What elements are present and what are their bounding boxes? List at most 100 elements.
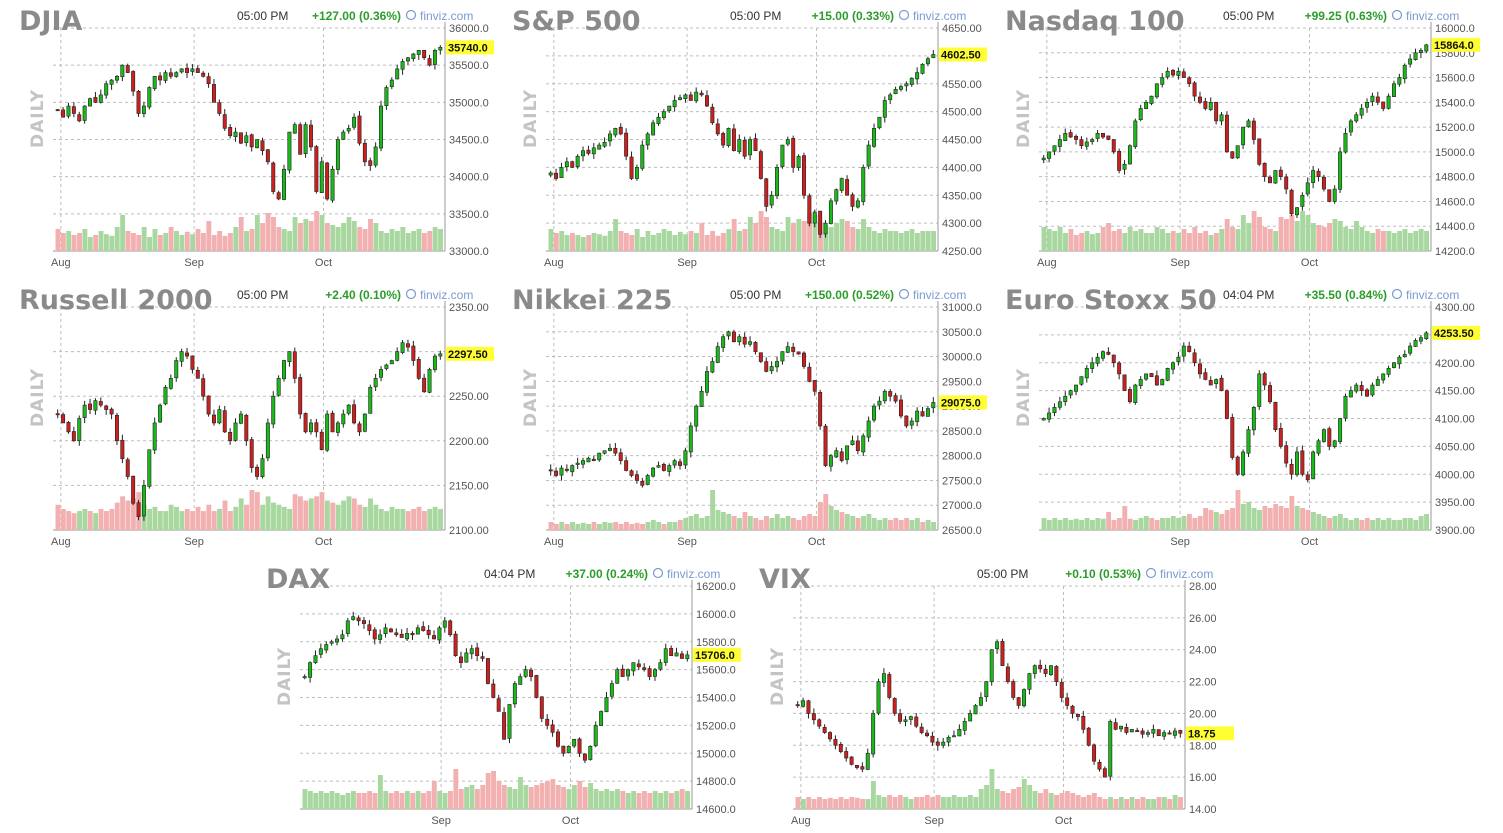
quote-time: 04:04 PM bbox=[1223, 288, 1274, 302]
volume-bar bbox=[930, 797, 936, 809]
volume-bar bbox=[1145, 799, 1151, 809]
volume-bar bbox=[720, 512, 726, 530]
volume-bar bbox=[1337, 514, 1343, 530]
candle-body bbox=[222, 114, 227, 129]
candle-body bbox=[597, 452, 602, 461]
volume-bar bbox=[951, 795, 957, 809]
volume-bar bbox=[1181, 516, 1187, 530]
candle-body bbox=[731, 128, 736, 151]
volume-bar bbox=[1397, 520, 1403, 530]
candle-body bbox=[244, 135, 249, 143]
candle-body bbox=[422, 49, 427, 59]
candle-body bbox=[731, 331, 736, 342]
candle-body bbox=[1365, 389, 1369, 397]
candle-body bbox=[308, 662, 313, 678]
candle-body bbox=[1365, 102, 1369, 108]
volume-bar bbox=[663, 791, 669, 809]
finviz-source-link[interactable]: finviz.com bbox=[405, 9, 474, 23]
candle-body bbox=[946, 737, 951, 743]
y-tick-label: 14600.0 bbox=[696, 804, 736, 816]
last-price-label: 15864.0 bbox=[1434, 40, 1474, 52]
volume-bar bbox=[586, 524, 592, 530]
volume-bar bbox=[1070, 793, 1076, 809]
volume-bar bbox=[314, 496, 320, 530]
x-tick-label: Aug bbox=[51, 257, 71, 269]
candle-body bbox=[1392, 362, 1396, 368]
candle-body bbox=[1284, 176, 1289, 190]
candle-body bbox=[152, 422, 157, 451]
volume-bar bbox=[136, 235, 142, 251]
candle-body bbox=[1343, 395, 1348, 419]
volume-bar bbox=[812, 516, 818, 530]
candle-body bbox=[395, 68, 400, 80]
finviz-source-link[interactable]: finviz.com bbox=[652, 567, 721, 581]
volume-bar bbox=[882, 229, 888, 251]
volume-bar bbox=[491, 771, 496, 809]
candle-body bbox=[688, 94, 693, 101]
volume-bar bbox=[844, 221, 850, 251]
y-tick-label: 4300.00 bbox=[1435, 302, 1475, 314]
chart-svg: 3900.00 3950.00 4000.00 4050.00 4100.00 4150.… bbox=[1005, 285, 1480, 548]
finviz-source-link[interactable]: finviz.com bbox=[1391, 9, 1460, 23]
candle-body bbox=[357, 423, 362, 433]
y-tick-label: 16000.0 bbox=[1435, 23, 1475, 35]
candle-body bbox=[758, 151, 763, 179]
volume-bar bbox=[341, 500, 346, 530]
candle-body bbox=[77, 114, 82, 122]
candle-body bbox=[1070, 705, 1075, 714]
volume-bar bbox=[195, 506, 201, 530]
candle-body bbox=[174, 360, 179, 379]
volume-bar bbox=[634, 522, 640, 530]
candle-body bbox=[255, 139, 260, 149]
finviz-source-link[interactable]: finviz.com bbox=[1391, 288, 1460, 302]
y-tick-label: 16200.0 bbox=[696, 581, 736, 593]
volume-bar bbox=[104, 234, 109, 251]
y-tick-label: 2250.00 bbox=[449, 391, 489, 403]
candle-body bbox=[329, 641, 334, 644]
volume-bar bbox=[850, 516, 856, 530]
candle-body bbox=[341, 413, 346, 425]
candle-body bbox=[282, 360, 286, 380]
candle-body bbox=[1146, 732, 1150, 735]
volume-bar bbox=[421, 793, 426, 809]
volume-bar bbox=[378, 231, 384, 251]
candle-body bbox=[1397, 356, 1402, 365]
volume-bar bbox=[518, 777, 523, 809]
candle-body bbox=[168, 378, 173, 389]
volume-bar bbox=[356, 793, 362, 809]
candle-body bbox=[190, 355, 195, 370]
volume-bar bbox=[523, 785, 529, 809]
volume-bar bbox=[120, 496, 126, 530]
y-tick-label: 36000.0 bbox=[449, 23, 489, 35]
candle-body bbox=[855, 764, 859, 768]
volume-bar bbox=[426, 791, 432, 809]
finviz-source-link[interactable]: finviz.com bbox=[1145, 567, 1214, 581]
volume-bar bbox=[577, 781, 583, 809]
candle-body bbox=[1381, 373, 1386, 381]
last-price-label: 35740.0 bbox=[448, 42, 488, 54]
candle-body bbox=[1156, 729, 1161, 737]
candle-body bbox=[1311, 451, 1316, 480]
candle-body bbox=[764, 178, 769, 207]
finviz-source-link[interactable]: finviz.com bbox=[898, 288, 967, 302]
candle-body bbox=[823, 222, 828, 235]
volume-bar bbox=[400, 508, 406, 530]
x-tick-label: Sep bbox=[677, 257, 697, 269]
volume-bar bbox=[892, 797, 898, 809]
candle-body bbox=[496, 698, 501, 712]
volume-bar bbox=[1381, 520, 1386, 530]
candle-body bbox=[586, 149, 591, 154]
price-change: +150.00 (0.52%) bbox=[805, 288, 894, 302]
volume-bar bbox=[593, 789, 599, 809]
volume-bar bbox=[620, 791, 626, 809]
candle-body bbox=[845, 179, 850, 196]
candle-body bbox=[131, 71, 136, 92]
candle-body bbox=[597, 144, 602, 150]
finviz-source-link[interactable]: finviz.com bbox=[405, 288, 474, 302]
volume-bar bbox=[731, 516, 737, 530]
candle-body bbox=[1316, 440, 1321, 454]
finviz-source-link[interactable]: finviz.com bbox=[898, 9, 967, 23]
candle-body bbox=[485, 658, 490, 684]
volume-bar bbox=[811, 799, 817, 809]
volume-bar bbox=[742, 512, 748, 530]
